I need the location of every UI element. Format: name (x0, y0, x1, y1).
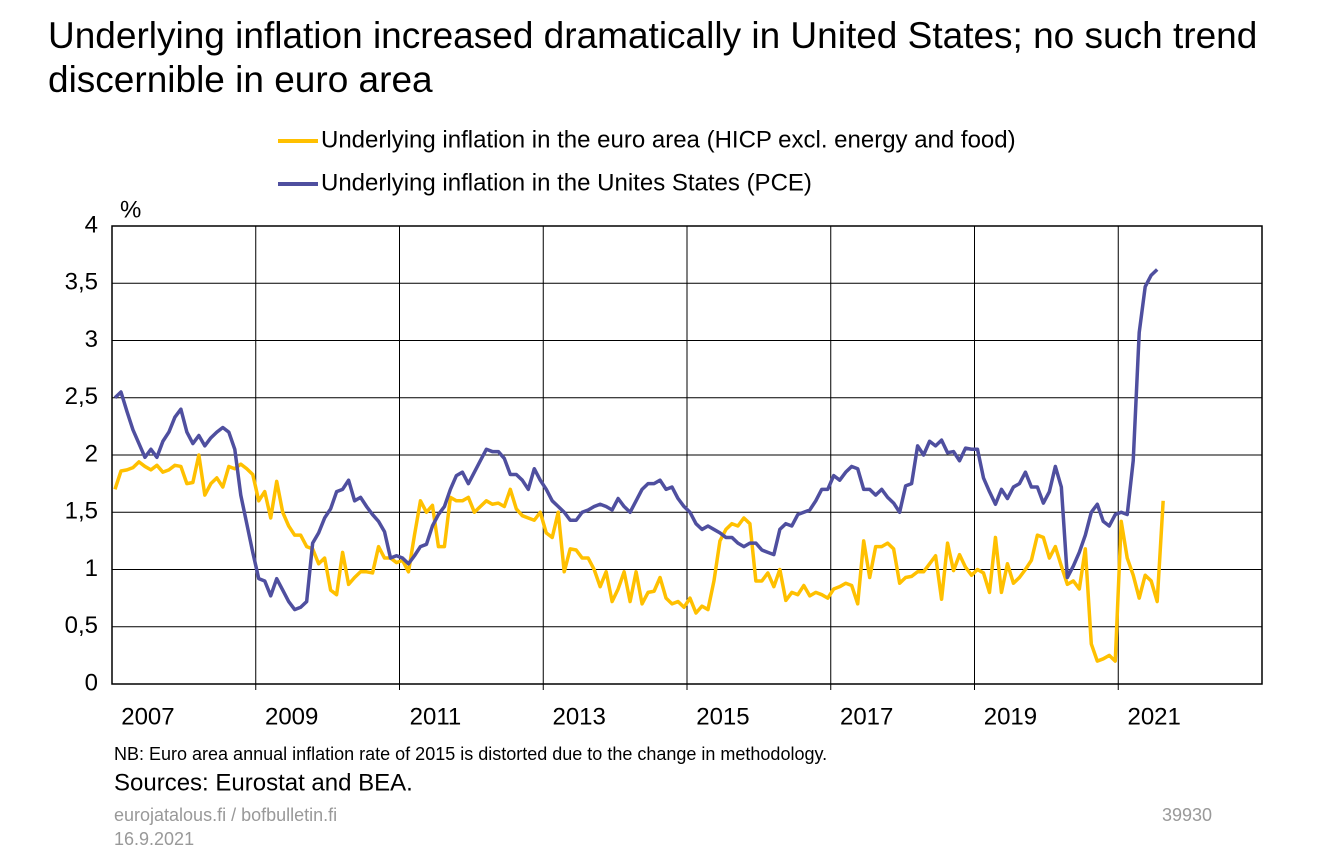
x-tick-label: 2007 (121, 703, 174, 730)
x-tick-label: 2011 (410, 703, 462, 730)
chart-title: Underlying inflation increased dramatica… (48, 15, 1258, 100)
x-tick-label: 2017 (840, 703, 893, 730)
x-tick-label: 2015 (696, 703, 749, 730)
y-tick-label: 2,5 (65, 383, 98, 410)
note: NB: Euro area annual inflation rate of 2… (114, 744, 827, 764)
y-tick-label: 4 (85, 211, 98, 238)
footer-date: 16.9.2021 (114, 829, 194, 849)
source: Sources: Eurostat and BEA. (114, 769, 413, 796)
x-tick-label: 2009 (265, 703, 318, 730)
y-tick-label: 3 (85, 326, 98, 353)
y-axis-unit: % (120, 196, 141, 223)
footer-site: eurojatalous.fi / bofbulletin.fi (114, 805, 337, 825)
y-tick-label: 1,5 (65, 498, 98, 525)
legend-label: Underlying inflation in the euro area (H… (321, 126, 1016, 153)
series-line (113, 453, 1165, 663)
footer-id: 39930 (1162, 805, 1212, 825)
y-tick-label: 0,5 (65, 612, 98, 639)
plot-border (111, 225, 1263, 685)
series-line (113, 268, 1159, 612)
y-tick-label: 3,5 (65, 269, 98, 296)
x-tick-label: 2019 (984, 703, 1037, 730)
legend-label: Underlying inflation in the Unites State… (321, 169, 812, 196)
y-tick-label: 2 (85, 440, 98, 467)
x-tick-label: 2021 (1127, 703, 1180, 730)
x-tick-label: 2013 (552, 703, 605, 730)
y-tick-label: 0 (85, 669, 98, 696)
y-tick-label: 1 (85, 555, 98, 582)
